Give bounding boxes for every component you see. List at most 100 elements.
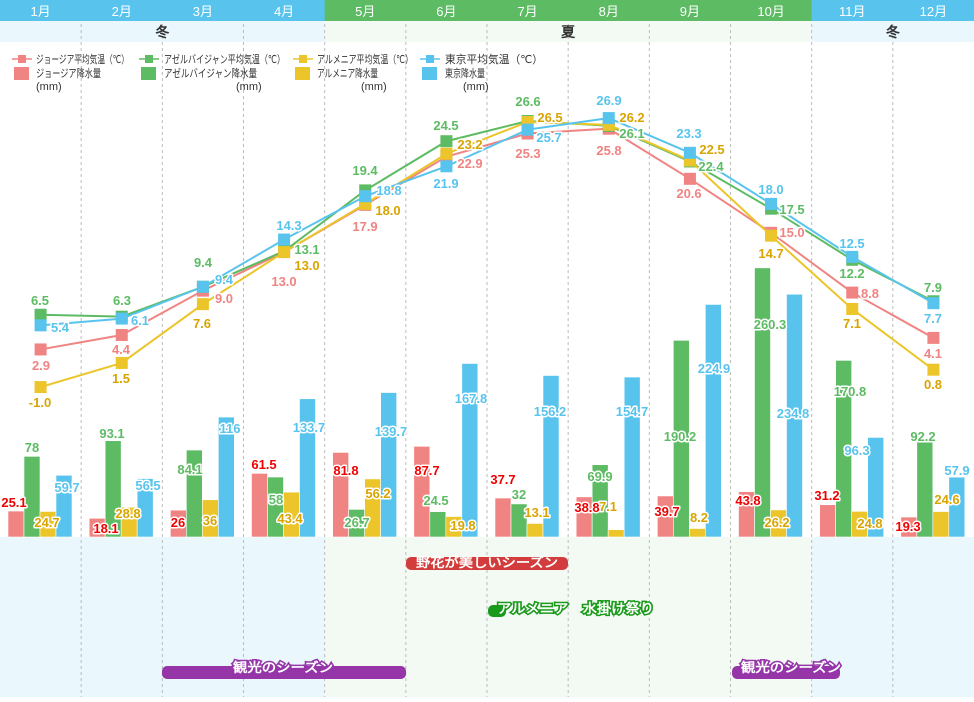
legend-bar-swatch (295, 67, 310, 80)
precip-bar (429, 511, 447, 538)
season-row: 冬夏冬 (155, 24, 899, 40)
month-header-cell (405, 0, 488, 21)
temperature-label: 25.3 (515, 146, 540, 161)
temperature-label: 8.8 (861, 286, 879, 301)
temperature-marker (683, 146, 696, 159)
temperature-label: 22.9 (457, 156, 482, 171)
temperature-label: 13.1 (294, 242, 319, 257)
temperature-marker (34, 343, 47, 356)
precip-label: 19.8 (450, 518, 475, 533)
temperature-marker (683, 172, 696, 185)
temperature-marker (115, 356, 128, 369)
precip-bar (786, 293, 803, 538)
tourism-season-bar (162, 666, 406, 679)
lower-band (892, 537, 974, 697)
precip-bar (267, 476, 284, 538)
temperature-label: 9.4 (215, 272, 234, 287)
precip-bar (835, 360, 852, 538)
temperature-label: 7.1 (843, 316, 861, 331)
temperature-label: 0.8 (924, 377, 942, 392)
precip-bar (461, 363, 479, 538)
precip-label: 7.1 (599, 499, 617, 514)
precip-label: 56.2 (365, 486, 390, 501)
temperature-label: 26.5 (537, 110, 562, 125)
legend-marker-swatch (18, 55, 26, 63)
season-band (405, 21, 488, 42)
month-label: 10月 (757, 4, 784, 19)
legend-unit: (mm) (236, 81, 262, 93)
season-band (730, 21, 813, 42)
temperature-label: 7.9 (924, 280, 942, 295)
temperature-label: 20.6 (676, 186, 701, 201)
precip-label: 57.9 (944, 463, 969, 478)
precip-label: 133.7 (293, 420, 326, 435)
precip-bar (916, 441, 934, 538)
precip-bar (623, 376, 641, 538)
legend-label: アゼルバイジャン降水量 (164, 66, 257, 80)
season-band (324, 21, 407, 42)
precip-label: 234.8 (777, 406, 810, 421)
temperature-label: 14.7 (758, 246, 783, 261)
precip-label: 26.2 (764, 515, 789, 530)
temperature-marker (440, 147, 453, 160)
temperature-marker (34, 381, 47, 394)
season-band (568, 21, 650, 42)
temperature-marker (278, 246, 291, 259)
month-header-cell (649, 0, 731, 21)
temperature-marker (278, 233, 291, 246)
precip-bar (705, 304, 722, 538)
precip-bar (104, 440, 122, 538)
temperature-marker (521, 123, 534, 136)
temperature-label: 23.2 (457, 137, 482, 152)
precip-label: 26 (171, 515, 185, 530)
precip-bar (218, 416, 235, 538)
precip-label: 31.2 (814, 488, 839, 503)
precip-label: 92.2 (910, 429, 935, 444)
wildflower-season-bar (406, 557, 568, 570)
temperature-label: 15.0 (779, 225, 804, 240)
lower-band (568, 537, 650, 697)
precip-label: 24.7 (34, 515, 59, 530)
legend-label: アルメニア降水量 (317, 66, 378, 80)
precip-label: 190.2 (664, 429, 697, 444)
temperature-label: 25.8 (596, 143, 621, 158)
month-label: 3月 (193, 4, 213, 19)
month-label: 12月 (920, 4, 947, 19)
precip-bar (413, 446, 431, 538)
precip-bar (7, 510, 25, 538)
temperature-marker (359, 190, 372, 203)
temperature-label: 19.4 (352, 163, 378, 178)
precipitation-bars (7, 267, 966, 538)
precip-label: 8.2 (690, 510, 708, 525)
legend-label: ジョージア平均気温（℃） (36, 52, 129, 66)
temperature-label: 12.2 (839, 266, 864, 281)
temperature-label: 17.9 (352, 219, 377, 234)
precip-bar (299, 398, 316, 538)
precip-label: 36 (203, 513, 217, 528)
wildflower-season-label: 野花が美しいシーズン (416, 555, 558, 570)
precip-bar (380, 392, 397, 538)
season-band (892, 21, 974, 42)
precip-bar (136, 478, 154, 538)
precip-bar (948, 476, 966, 538)
legend-label: 東京平均気温（℃） (445, 52, 543, 66)
precip-bar (186, 449, 203, 538)
temperature-label: 7.7 (924, 311, 942, 326)
temperature-label: 17.5 (779, 202, 804, 217)
precip-label: 81.8 (333, 463, 358, 478)
month-label: 11月 (839, 4, 866, 19)
season-band (0, 21, 82, 42)
month-label: 6月 (436, 4, 456, 19)
precip-label: 19.3 (895, 519, 920, 534)
lower-band (649, 537, 731, 697)
temperature-label: 26.6 (515, 94, 540, 109)
temperature-line (40, 120, 935, 388)
precip-label: 32 (512, 487, 526, 502)
season-label: 夏 (561, 24, 576, 40)
precip-bar (23, 456, 41, 538)
lower-band (81, 537, 163, 697)
month-label: 5月 (355, 4, 375, 19)
temperature-marker (440, 135, 453, 148)
legend-bar-swatch (422, 67, 437, 80)
